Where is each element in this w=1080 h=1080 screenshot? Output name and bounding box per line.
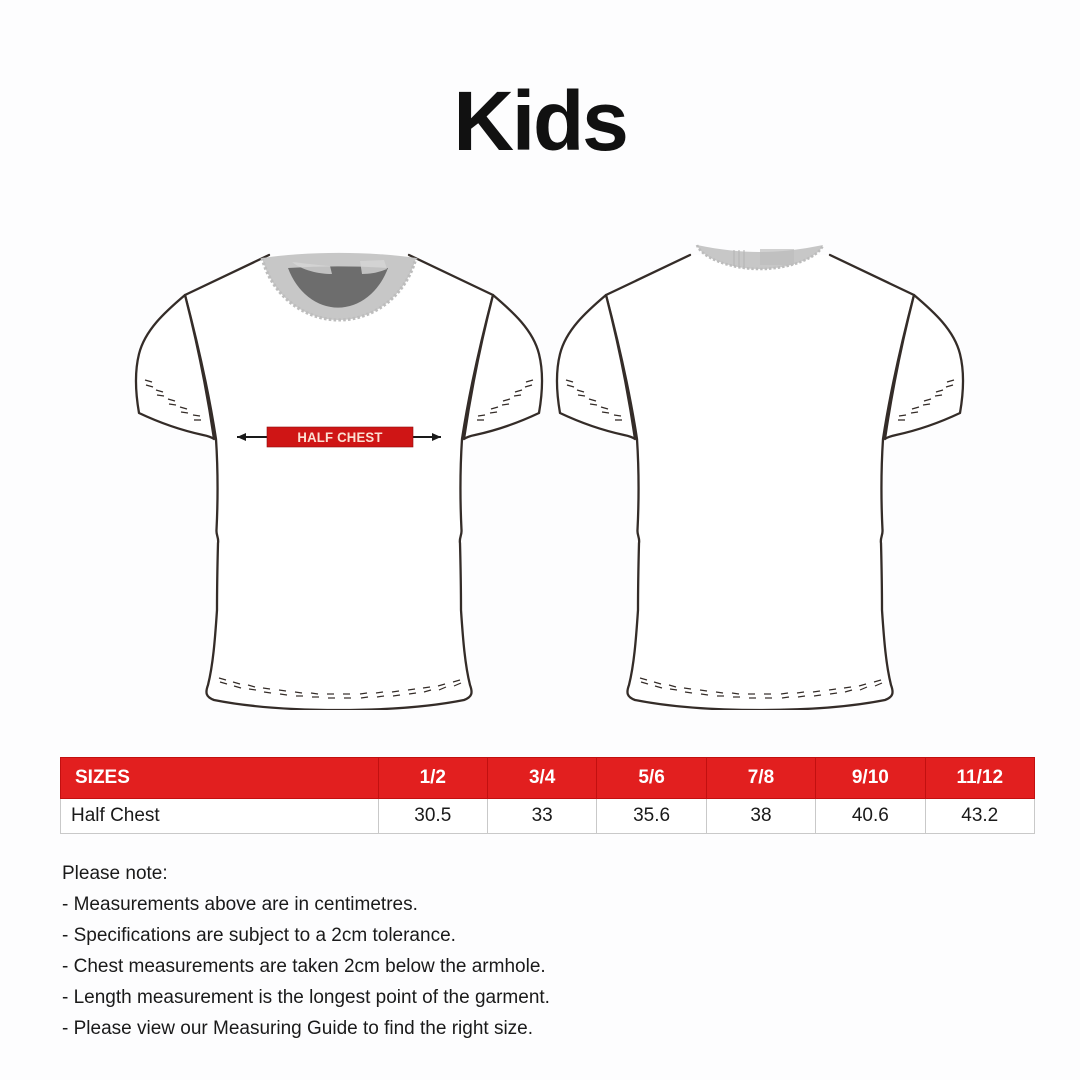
svg-text:HALF CHEST: HALF CHEST [297, 430, 383, 445]
